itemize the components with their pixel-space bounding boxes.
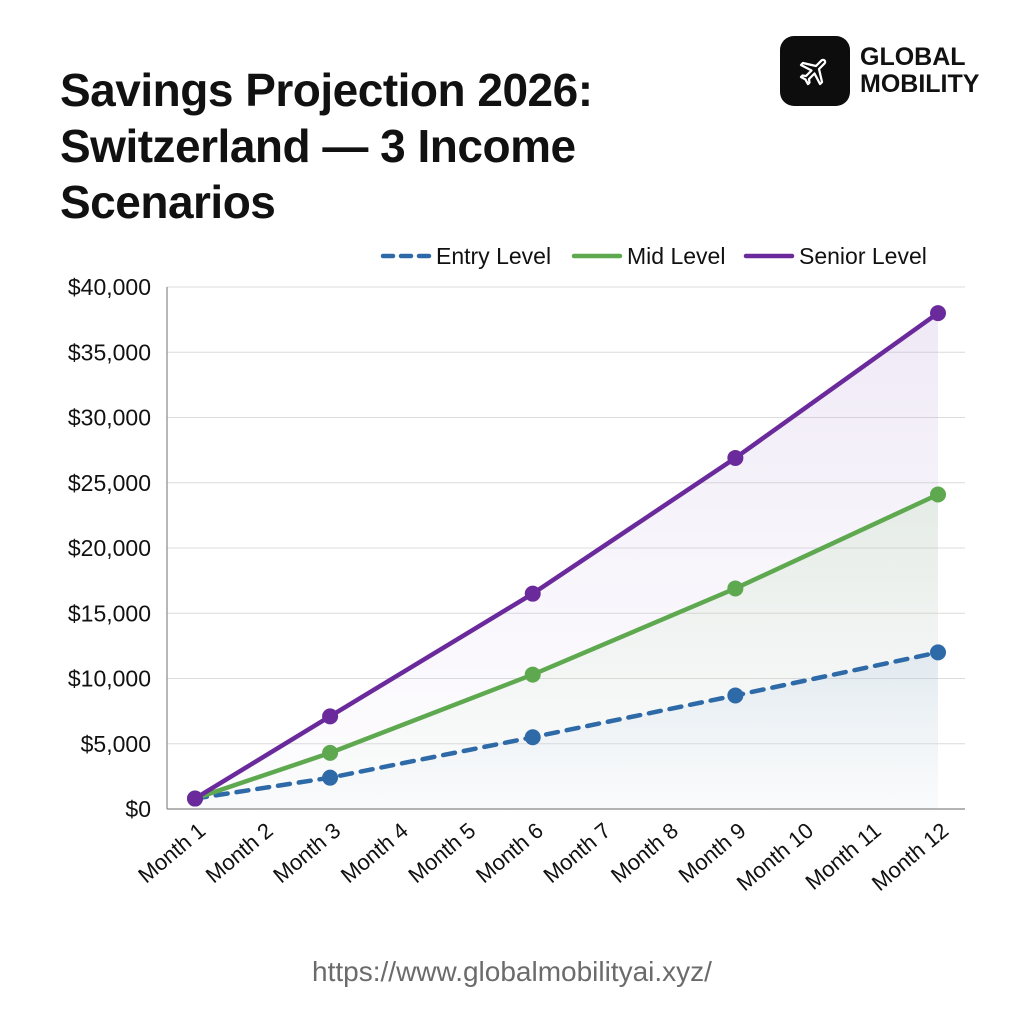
data-point (930, 644, 946, 661)
y-tick-label: $15,000 (68, 600, 151, 626)
source-url: https://www.globalmobilityai.xyz/ (312, 956, 712, 987)
brand-name-line1: GLOBAL (860, 43, 966, 71)
brand-logo: GLOBAL MOBILITY (780, 36, 979, 106)
chart-title: Savings Projection 2026: Switzerland — 3… (60, 62, 780, 230)
y-tick-label: $40,000 (68, 274, 151, 300)
legend: Entry Level Mid Level Senior Level (380, 243, 927, 269)
x-tick-label: Month 3 (268, 818, 345, 888)
chart-title-line1: Savings Projection 2026: (60, 64, 593, 116)
legend-label: Senior Level (799, 243, 927, 269)
data-point (322, 769, 339, 786)
x-tick-label: Month 10 (732, 818, 818, 896)
chart-title-line2: Switzerland — 3 Income Scenarios (60, 120, 576, 228)
x-tick-label: Month 12 (867, 818, 953, 896)
x-tick-label: Month 4 (336, 818, 413, 888)
data-point (524, 729, 541, 746)
y-tick-label: $0 (125, 796, 151, 822)
y-tick-label: $5,000 (81, 731, 151, 757)
x-tick-label: Month 2 (201, 818, 278, 888)
data-point (322, 744, 339, 761)
data-point (930, 305, 946, 322)
y-tick-label: $20,000 (68, 535, 151, 561)
data-point (524, 666, 541, 683)
data-point (322, 708, 339, 725)
data-point (727, 449, 744, 466)
y-tick-label: $35,000 (68, 339, 151, 365)
axes (166, 287, 965, 810)
legend-label: Mid Level (627, 243, 725, 269)
y-tick-label: $30,000 (68, 405, 151, 431)
data-point (524, 585, 541, 602)
data-point (930, 486, 946, 503)
data-points (187, 305, 946, 807)
y-tick-label: $25,000 (68, 470, 151, 496)
data-point (187, 790, 203, 807)
x-tick-label: Month 6 (471, 818, 548, 888)
x-tick-label: Month 8 (606, 818, 683, 888)
data-point (727, 687, 744, 704)
airplane-icon (780, 36, 850, 106)
brand-name-line2: MOBILITY (860, 70, 980, 98)
x-tick-label: Month 1 (133, 818, 210, 888)
y-axis-tick-labels: $0 $5,000 $10,000 $15,000 $20,000 $25,000 $30,… (68, 274, 151, 822)
x-tick-label: Month 7 (539, 818, 616, 888)
brand-name: GLOBAL MOBILITY (860, 44, 979, 98)
area-fills (195, 313, 938, 809)
data-point (727, 580, 744, 597)
y-tick-label: $10,000 (68, 666, 151, 692)
x-tick-label: Month 5 (403, 818, 480, 888)
legend-label: Entry Level (436, 243, 551, 269)
